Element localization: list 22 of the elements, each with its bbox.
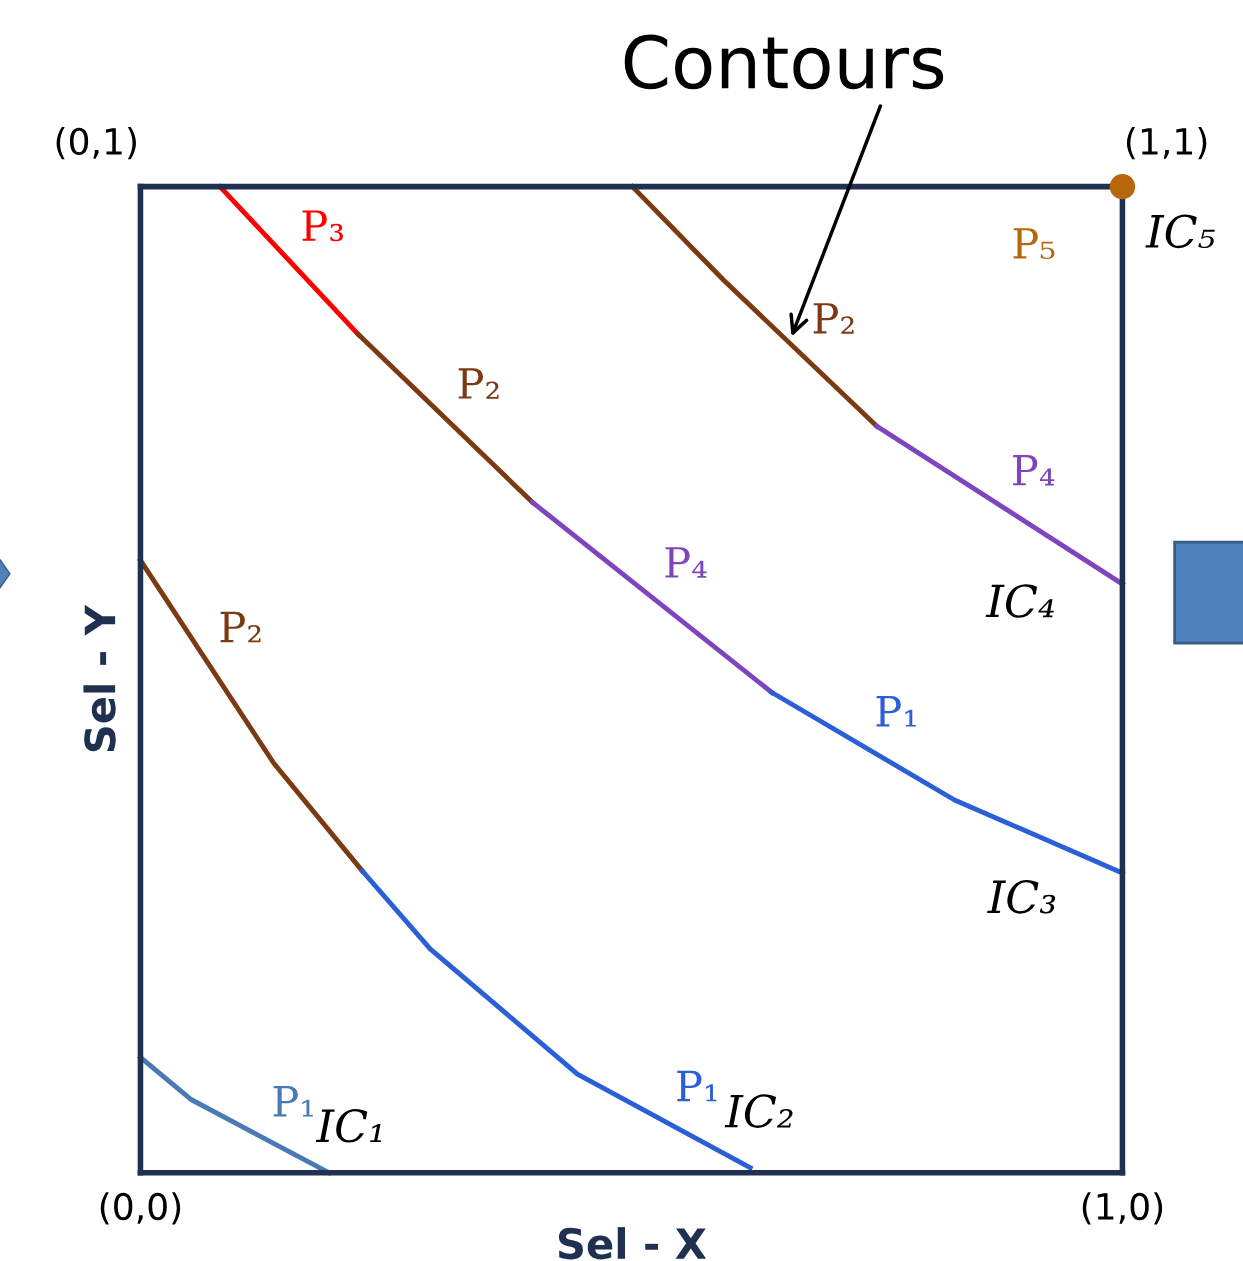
annotation: IC₄: [985, 584, 1054, 618]
series-label: P₂: [220, 611, 261, 643]
annotation: IC₁: [315, 1108, 382, 1143]
series-label: P₃: [302, 210, 343, 242]
annotation: IC₂: [724, 1094, 793, 1128]
x-axis-title: Sel - X: [558, 1227, 707, 1260]
annotation: IC₃: [987, 880, 1056, 914]
text: (0,1): [56, 127, 136, 160]
series-label: P₄: [1013, 454, 1055, 486]
series-label: P₂: [458, 368, 499, 399]
series-label: P₁: [273, 1086, 313, 1117]
text: (1,1): [1126, 127, 1207, 160]
series-label: P₂: [813, 303, 854, 334]
x-tick-label: (0,0): [100, 1192, 181, 1225]
x-tick-label: (1,0): [1082, 1192, 1163, 1225]
series-label: P₄: [665, 547, 707, 578]
y-axis-title: Sel - Y: [83, 604, 116, 752]
annotation: IC₅: [1145, 214, 1215, 249]
series-label: P₁: [876, 696, 916, 727]
annotation: Contours: [624, 34, 944, 90]
series-label: P₅: [1013, 228, 1055, 259]
series-label: P₁: [677, 1070, 717, 1102]
